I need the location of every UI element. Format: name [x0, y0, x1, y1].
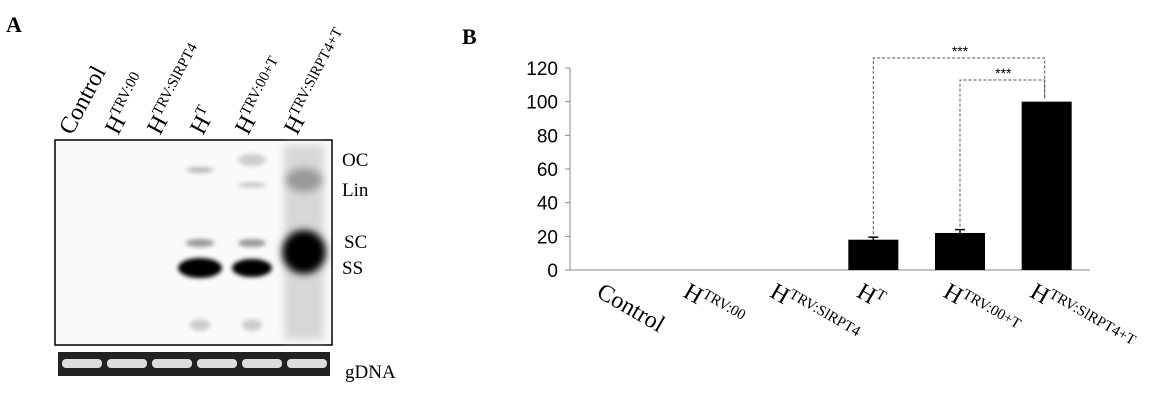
y-tick-label: 0	[547, 261, 558, 282]
band-label: OC	[342, 150, 368, 171]
category-label: HTRV:00+T	[939, 278, 1023, 342]
significance-label: ***	[995, 65, 1012, 81]
label-sup: TRV:00	[108, 69, 144, 118]
band-label: SC	[344, 232, 367, 253]
label-sup: TRV:SlRPT4+T	[287, 25, 347, 118]
significance-bracket	[873, 58, 1044, 234]
y-tick-label: 40	[537, 194, 558, 215]
label-sup: TRV:00+T	[238, 54, 282, 118]
y-tick-label: 20	[537, 227, 558, 248]
y-tick-label: 80	[537, 126, 558, 147]
category-label: Control	[592, 279, 669, 338]
significance-label: ***	[952, 43, 969, 59]
lane-labels: ControlHTRV:00HTRV:SlRPT4HTHTRV:00+THTRV…	[54, 25, 356, 139]
label-sup: TRV:SlRPT4	[150, 40, 202, 118]
y-tick-label: 60	[537, 160, 558, 181]
y-tick-label: 100	[526, 93, 558, 114]
bar	[935, 233, 985, 270]
label-main: Control	[592, 279, 669, 338]
category-label: HTRV:SlRPT4	[766, 278, 864, 350]
label-sup: TRV:00+T	[960, 286, 1024, 332]
gdna-strip	[58, 352, 330, 376]
band-label: SS	[342, 258, 363, 279]
panel-label: B	[462, 24, 477, 49]
category-label: HTRV:SlRPT4+T	[1026, 278, 1139, 359]
figure: A ControlHTRV:00HTRV:SlRPT4HTHTRV:00+THT…	[0, 0, 1163, 400]
panel-label: A	[6, 12, 22, 37]
bar	[848, 240, 898, 270]
band-label: Lin	[342, 180, 369, 201]
label-sup: TRV:00	[700, 286, 749, 323]
label-sup: TRV:SlRPT4+T	[1046, 286, 1138, 348]
category-label: HT	[184, 103, 220, 139]
label-sup: TRV:SlRPT4	[786, 286, 863, 340]
category-label: HTRV:SlRPT4+T	[278, 25, 356, 139]
y-tick-label: 120	[526, 59, 558, 80]
bar	[1022, 102, 1072, 270]
loading-label: gDNA	[345, 362, 396, 383]
category-label: HTRV:00	[679, 278, 748, 333]
category-label: HT	[852, 278, 888, 315]
